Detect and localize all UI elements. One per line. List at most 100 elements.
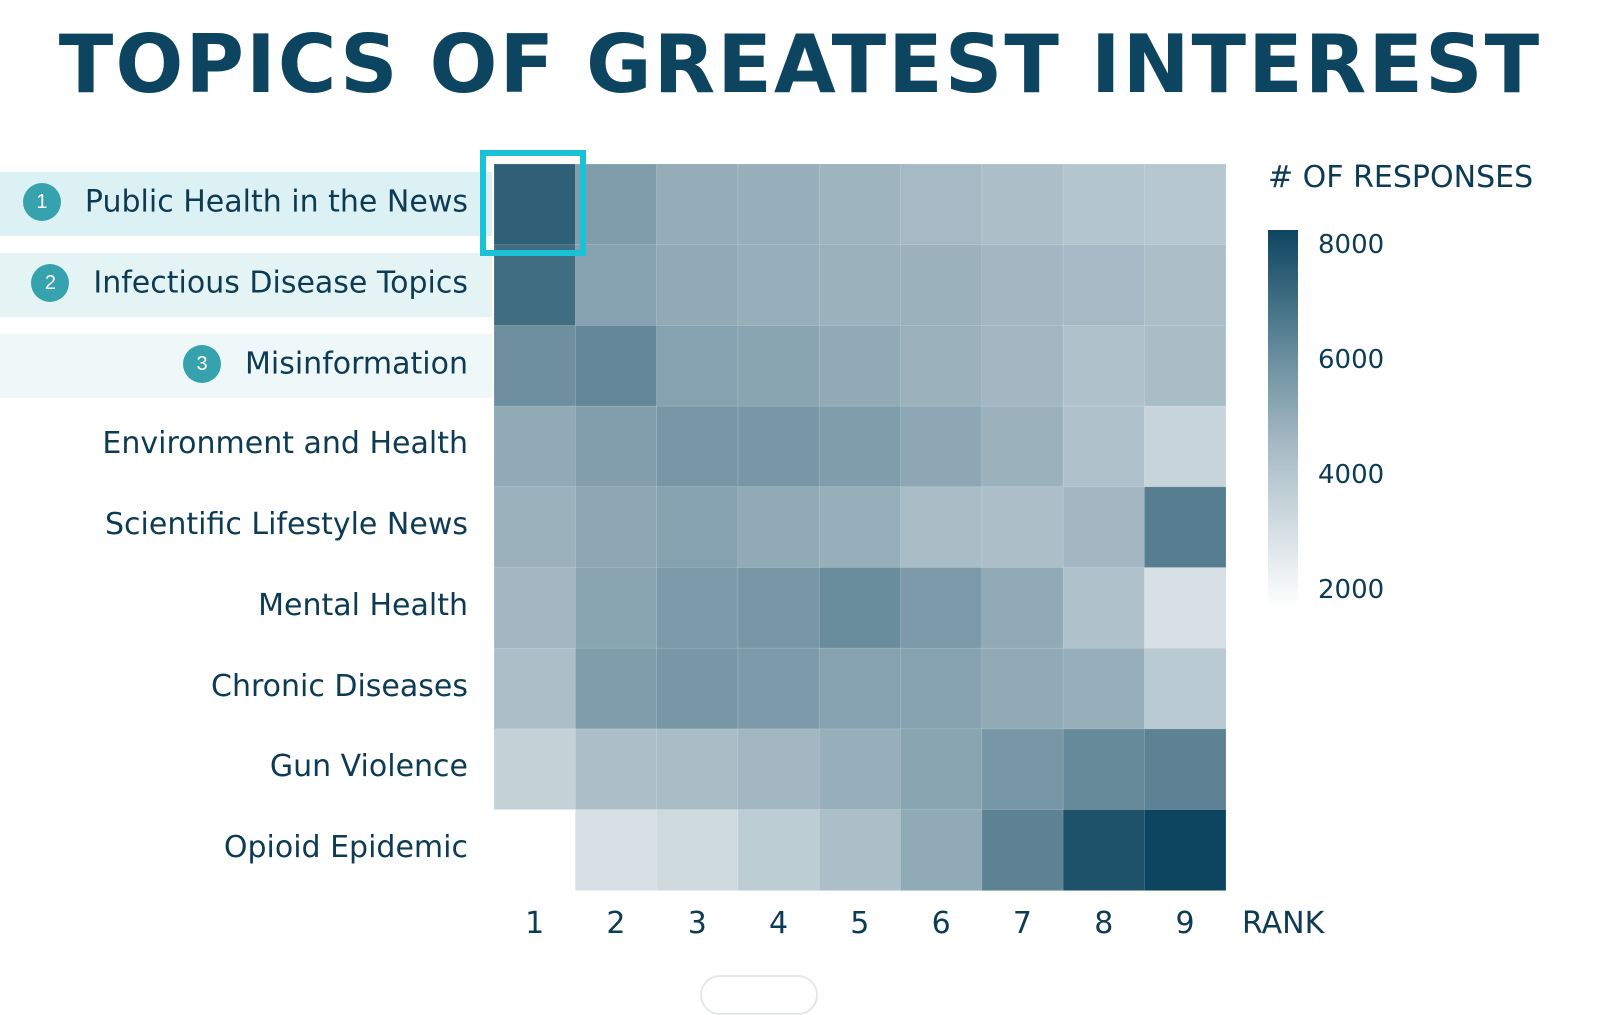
heatmap-cell (1144, 647, 1227, 730)
heatmap-cell (900, 567, 983, 649)
heatmap-cell (900, 405, 983, 488)
row-label: 3 Misinformation (8, 344, 468, 383)
heatmap-cell (493, 486, 576, 569)
heatmap-cell (493, 728, 576, 811)
heatmap-cell (981, 647, 1064, 730)
row-label-text: Scientific Lifestyle News (105, 507, 468, 543)
heatmap-cell (818, 567, 902, 649)
x-tick-label: 5 (850, 906, 870, 941)
row-label-text: Opioid Epidemic (223, 829, 468, 865)
scroll-hint[interactable] (700, 975, 818, 1015)
heatmap-cell (493, 325, 576, 407)
heatmap-cell (900, 809, 983, 891)
rank-badge: 2 (31, 264, 70, 303)
heatmap-cell (1144, 325, 1227, 407)
rank-badge: 1 (22, 183, 61, 222)
heatmap-cell (981, 244, 1064, 326)
top-rank-band-3 (0, 334, 492, 398)
row-label-text: Infectious Disease Topics (93, 265, 468, 301)
row-label: 2 Infectious Disease Topics (8, 264, 468, 303)
x-tick-label: 7 (1012, 906, 1032, 941)
heatmap-cell (737, 567, 820, 649)
row-label: 1 Public Health in the News (8, 183, 468, 222)
heatmap-cell (493, 647, 576, 730)
heatmap-cell (656, 567, 739, 649)
heatmap-cell (574, 567, 658, 649)
heatmap-cell (656, 728, 739, 811)
heatmap-cell (818, 163, 902, 246)
row-label-text: Environment and Health (102, 426, 468, 462)
heatmap-cell (981, 809, 1064, 891)
heatmap-cell (574, 486, 658, 569)
heatmap-cell (737, 163, 820, 246)
x-tick-label: 4 (769, 906, 789, 941)
row-label: Scientific Lifestyle News (8, 506, 468, 542)
x-tick-label: 6 (931, 906, 951, 941)
heatmap-cell (818, 486, 902, 569)
rank-badge: 3 (183, 344, 221, 383)
heatmap-cell (574, 647, 658, 730)
legend-tick: 2000 (1318, 575, 1385, 605)
legend-tick: 8000 (1318, 230, 1385, 260)
heatmap-cell (1062, 325, 1145, 407)
heatmap-cell (574, 809, 658, 891)
heatmap-cell (818, 728, 902, 811)
heatmap-cell (574, 405, 658, 488)
heatmap-cell (900, 647, 983, 730)
heatmap-cell (493, 809, 576, 891)
x-tick-label: 1 (525, 906, 545, 941)
heatmap-cell (818, 325, 902, 407)
highlight-box (480, 150, 586, 256)
heatmap-cell (737, 809, 820, 891)
heatmap-cell (493, 567, 576, 649)
row-label-text: Mental Health (258, 587, 468, 623)
heatmap-cell (981, 325, 1064, 407)
row-label-text: Gun Violence (269, 749, 468, 785)
heatmap-cell (900, 163, 983, 246)
heatmap-cell (737, 244, 820, 326)
heatmap-cell (818, 244, 902, 326)
legend-tick: 4000 (1318, 460, 1385, 490)
heatmap-cell (1144, 567, 1227, 649)
heatmap-cell (1144, 809, 1227, 891)
heatmap-cell (493, 244, 576, 326)
chart-title: TOPICS OF GREATEST INTEREST (58, 18, 1542, 111)
row-label: Gun Violence (8, 748, 468, 784)
heatmap-cell (981, 728, 1064, 811)
heatmap-cell (1144, 163, 1227, 246)
x-tick-label: 3 (687, 906, 707, 941)
heatmap-cell (1144, 486, 1227, 569)
x-tick-label: 8 (1094, 906, 1114, 941)
heatmap-cell (737, 405, 820, 488)
heatmap-cell (900, 486, 983, 569)
x-tick-label: 2 (606, 906, 626, 941)
heatmap-cell (656, 325, 739, 407)
heatmap-cell (1062, 244, 1145, 326)
top-rank-band-1 (0, 172, 492, 236)
heatmap-cell (900, 325, 983, 407)
heatmap-cell (1062, 405, 1145, 488)
heatmap-cell (737, 728, 820, 811)
heatmap-cell (574, 163, 658, 246)
heatmap-cell (900, 728, 983, 811)
x-axis-label: RANK (1242, 906, 1325, 941)
heatmap-cell (656, 647, 739, 730)
heatmap-cell (1062, 567, 1145, 649)
heatmap-cell (981, 163, 1064, 246)
heatmap-cell (1062, 163, 1145, 246)
top-rank-band-2 (0, 253, 492, 317)
row-label-text: Public Health in the News (84, 184, 468, 220)
heatmap-cell (737, 325, 820, 407)
heatmap-cell (1144, 405, 1227, 488)
row-label-text: Chronic Diseases (211, 668, 468, 704)
heatmap-cell (900, 244, 983, 326)
heatmap-cell (981, 405, 1064, 488)
heatmap-cell (656, 163, 739, 246)
heatmap-cell (1144, 244, 1227, 326)
row-label-text: Misinformation (245, 346, 468, 382)
heatmap-cell (737, 486, 820, 569)
heatmap-cell (1062, 647, 1145, 730)
heatmap-cell (1144, 728, 1227, 811)
heatmap-cell (656, 809, 739, 891)
heatmap-cell (656, 486, 739, 569)
